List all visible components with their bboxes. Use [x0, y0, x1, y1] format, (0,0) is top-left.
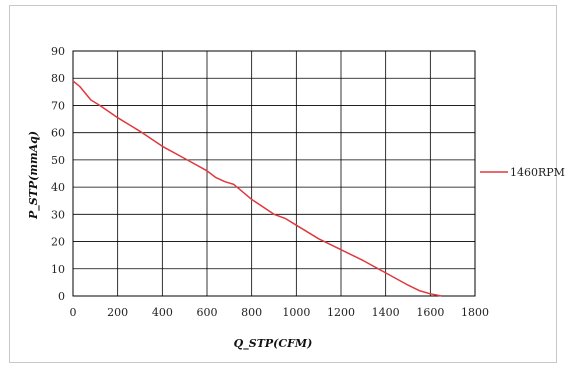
series-line-0	[72, 80, 442, 297]
y-tick-label: 10	[51, 263, 65, 276]
x-tick-label: 1400	[372, 306, 400, 319]
y-tick-label: 90	[51, 45, 65, 58]
series-group	[72, 80, 442, 297]
x-tick-label: 1800	[461, 306, 489, 319]
x-axis-label: Q_STP(CFM)	[234, 337, 313, 351]
y-axis-label: P_STP(mmAq)	[27, 131, 41, 220]
y-tick-label: 40	[51, 181, 65, 194]
x-tick-label: 1600	[416, 306, 444, 319]
x-tick-label: 800	[241, 306, 262, 319]
chart-frame	[9, 5, 557, 363]
x-tick-label: 0	[70, 306, 77, 319]
plot-area	[72, 50, 476, 297]
y-tick-label: 20	[51, 236, 65, 249]
x-axis-ticks: 0 200 400 600 800 1000 1200 1400 1600 1800	[70, 306, 490, 319]
plot-border	[72, 50, 476, 297]
y-tick-label: 80	[51, 72, 65, 85]
legend-label-1460rpm: 1460RPM	[510, 166, 565, 179]
x-tick-label: 200	[107, 306, 128, 319]
x-tick-label: 400	[152, 306, 173, 319]
x-tick-label: 1200	[327, 306, 355, 319]
y-tick-label: 30	[51, 208, 65, 221]
x-tick-label: 1000	[282, 306, 310, 319]
y-tick-label: 50	[51, 154, 65, 167]
y-tick-label: 70	[51, 99, 65, 112]
y-axis-ticks: 0 10 20 30 40 50 60 70 80 90	[51, 45, 65, 303]
y-tick-label: 60	[51, 127, 65, 140]
x-tick-label: 600	[197, 306, 218, 319]
y-tick-label: 0	[58, 290, 65, 303]
grid-lines	[72, 50, 476, 297]
legend: 1460RPM	[480, 166, 565, 179]
